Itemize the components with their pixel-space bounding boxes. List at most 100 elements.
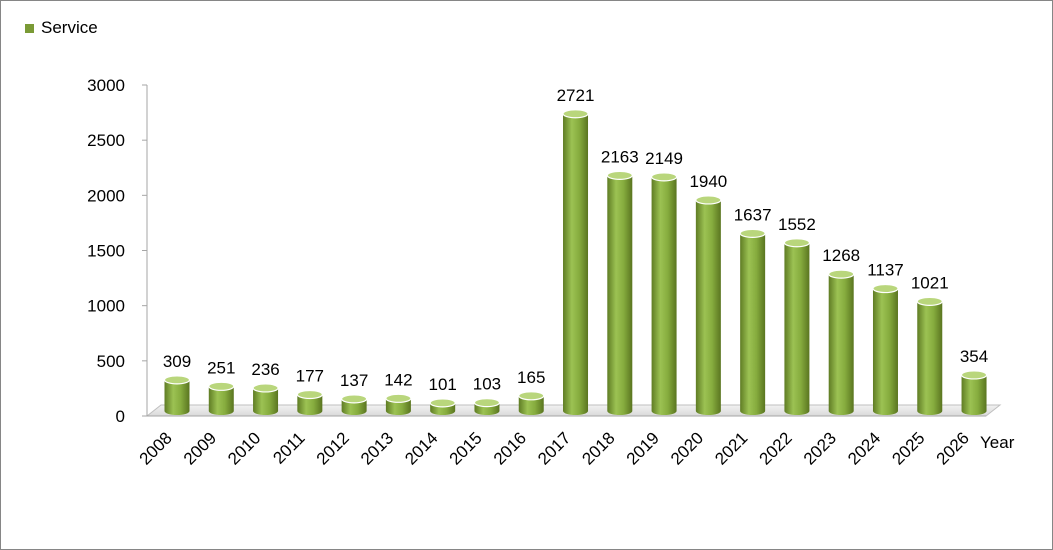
x-tick-label: 2008 xyxy=(136,428,176,468)
x-tick-label: 2022 xyxy=(756,428,796,468)
bar xyxy=(828,269,855,415)
data-label: 251 xyxy=(207,358,235,377)
bar xyxy=(163,375,191,415)
data-label: 2163 xyxy=(601,147,639,166)
bar-body xyxy=(695,199,721,415)
bar-body xyxy=(164,379,190,415)
x-tick-label: 2018 xyxy=(578,428,618,468)
bar-top xyxy=(473,398,501,408)
data-label: 1940 xyxy=(689,172,727,191)
bar xyxy=(341,394,368,415)
bar-body xyxy=(784,242,810,415)
data-label: 354 xyxy=(960,347,988,366)
data-label: 2149 xyxy=(645,149,683,168)
x-tick-label: 2024 xyxy=(844,428,884,468)
bar-body xyxy=(253,387,279,415)
x-axis-title: Year xyxy=(980,433,1015,452)
x-tick-label: 2012 xyxy=(313,428,353,468)
data-label: 165 xyxy=(517,368,545,387)
data-label: 1637 xyxy=(734,205,772,224)
bar-top xyxy=(650,172,678,182)
data-label: 101 xyxy=(428,375,456,394)
data-label: 142 xyxy=(384,370,412,389)
y-tick-label: 1000 xyxy=(87,297,125,316)
data-label: 1021 xyxy=(911,273,949,292)
bar xyxy=(518,391,545,415)
bar-top xyxy=(695,195,722,205)
legend-label: Service xyxy=(41,18,98,37)
bar-top xyxy=(872,283,899,294)
data-label: 103 xyxy=(473,375,501,394)
y-tick-label: 0 xyxy=(116,407,125,426)
bar-body xyxy=(607,175,633,415)
bar xyxy=(916,296,943,415)
bar-top xyxy=(208,381,235,391)
bar xyxy=(385,393,412,415)
legend: Service xyxy=(25,18,98,38)
bar-body xyxy=(917,301,943,415)
x-tick-label: 2011 xyxy=(269,428,308,467)
data-label: 309 xyxy=(163,352,191,371)
legend-swatch xyxy=(25,23,34,33)
x-tick-label: 2025 xyxy=(888,428,928,468)
bar-body xyxy=(518,395,544,415)
bar xyxy=(695,195,722,415)
y-tick-label: 1500 xyxy=(87,242,125,261)
x-tick-label: 2026 xyxy=(933,428,973,468)
bar xyxy=(429,398,456,415)
bar xyxy=(739,228,766,415)
bar-body xyxy=(563,113,589,416)
x-tick-label: 2020 xyxy=(667,428,707,468)
x-tick-label: 2013 xyxy=(357,428,397,468)
x-tick-label: 2014 xyxy=(401,428,441,468)
data-label: 236 xyxy=(251,360,279,379)
x-tick-label: 2021 xyxy=(711,428,751,468)
bar-top xyxy=(606,170,633,180)
bar xyxy=(650,172,678,415)
bar xyxy=(208,381,235,415)
bar-body xyxy=(208,386,234,415)
bar-body xyxy=(740,233,766,415)
bar-top xyxy=(429,398,456,408)
bar-body xyxy=(385,398,411,415)
bar-top xyxy=(916,296,943,306)
bar xyxy=(252,383,279,415)
bar xyxy=(473,398,501,415)
data-label: 177 xyxy=(296,366,324,385)
bar-top xyxy=(163,375,191,385)
bar xyxy=(783,238,811,415)
x-tick-label: 2016 xyxy=(490,428,530,468)
bar-body xyxy=(872,288,898,415)
bar-top xyxy=(341,394,368,404)
bar-body xyxy=(297,394,323,415)
bar-top xyxy=(739,228,766,238)
x-tick-label: 2017 xyxy=(534,428,574,468)
bar-body xyxy=(828,274,854,415)
x-tick-label: 2009 xyxy=(180,428,220,468)
bar-top xyxy=(783,238,811,248)
data-label: 1137 xyxy=(867,261,904,280)
bar xyxy=(296,389,323,415)
bar-top xyxy=(828,269,855,279)
data-label: 2721 xyxy=(557,86,595,105)
bar xyxy=(960,370,988,415)
bar-top xyxy=(518,391,545,401)
x-tick-label: 2015 xyxy=(446,428,486,468)
bar xyxy=(606,170,633,415)
bar-body xyxy=(961,374,987,415)
data-label: 1268 xyxy=(822,246,860,265)
y-tick-label: 500 xyxy=(97,352,125,371)
bar-top xyxy=(960,370,988,380)
y-tick-label: 2000 xyxy=(87,186,125,205)
y-tick-label: 2500 xyxy=(87,131,125,150)
bar-body xyxy=(651,176,677,415)
x-tick-label: 2019 xyxy=(623,428,663,468)
x-tick-label: 2023 xyxy=(800,428,840,468)
bar-top xyxy=(252,383,279,393)
x-tick-label: 2010 xyxy=(224,428,264,468)
bar-top xyxy=(562,109,589,119)
data-label: 137 xyxy=(340,371,368,390)
bar xyxy=(562,109,589,416)
